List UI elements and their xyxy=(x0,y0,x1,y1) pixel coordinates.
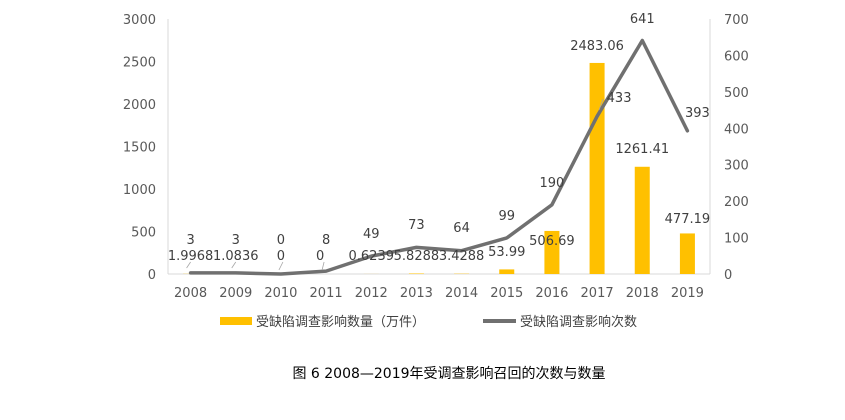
line-data-label: 393 xyxy=(685,106,710,121)
left-tick-label: 3000 xyxy=(123,13,156,28)
bar xyxy=(680,233,695,274)
x-tick-label: 2008 xyxy=(174,286,207,301)
line-data-label: 3 xyxy=(232,233,240,248)
line-data-label: 99 xyxy=(498,209,515,224)
x-tick-label: 2014 xyxy=(445,286,478,301)
left-tick-label: 1000 xyxy=(123,183,156,198)
right-axis: 0 100 200 300 400 500 600 700 xyxy=(724,13,749,283)
right-tick-label: 700 xyxy=(724,13,749,28)
bar-data-label: 3.4288 xyxy=(439,249,485,264)
x-tick-label: 2017 xyxy=(581,286,614,301)
line-data-label: 641 xyxy=(630,12,655,27)
line-data-label: 64 xyxy=(453,221,470,236)
right-tick-label: 500 xyxy=(724,86,749,101)
left-tick-label: 2000 xyxy=(123,98,156,113)
line-data-label: 0 xyxy=(277,233,285,248)
legend: 受缺陷调查影响数量（万件） 受缺陷调查影响次数 xyxy=(220,314,637,330)
bar-data-label: 5.8288 xyxy=(394,249,440,264)
x-tick-label: 2012 xyxy=(355,286,388,301)
left-tick-label: 1500 xyxy=(123,141,156,156)
figure-caption: 图 6 2008—2019年受调查影响召回的次数与数量 xyxy=(292,366,605,382)
left-axis: 0 500 1000 1500 2000 2500 3000 xyxy=(123,13,156,283)
left-tick-label: 500 xyxy=(131,226,156,241)
right-tick-label: 400 xyxy=(724,122,749,137)
bar xyxy=(635,167,650,274)
left-tick-label: 0 xyxy=(148,268,156,283)
right-tick-label: 0 xyxy=(724,268,732,283)
x-tick-label: 2016 xyxy=(535,286,568,301)
x-tick-label: 2018 xyxy=(626,286,659,301)
right-tick-label: 600 xyxy=(724,49,749,64)
x-tick-label: 2015 xyxy=(490,286,523,301)
line-data-label: 3 xyxy=(186,233,194,248)
bar-data-label: 53.99 xyxy=(488,245,525,260)
bar-data-label: 1261.41 xyxy=(615,142,669,157)
bar xyxy=(499,269,514,274)
bar-data-label: 0 xyxy=(277,249,285,264)
left-tick-label: 2500 xyxy=(123,56,156,71)
line-data-label: 8 xyxy=(322,233,330,248)
line-data-label: 190 xyxy=(540,176,565,191)
right-tick-label: 100 xyxy=(724,232,749,247)
line-data-label: 49 xyxy=(363,227,380,242)
bar-data-label: 0 xyxy=(316,249,324,264)
legend-label-line: 受缺陷调查影响次数 xyxy=(520,314,637,330)
x-axis: 2008 2009 2010 2011 2012 2013 2014 2015 2016 2017… xyxy=(174,286,704,301)
x-tick-label: 2011 xyxy=(310,286,343,301)
legend-swatch-bar xyxy=(220,317,252,325)
line-data-label: 73 xyxy=(408,218,425,233)
line-path xyxy=(191,41,688,275)
bar-data-label: 1.9968 xyxy=(168,249,214,264)
x-tick-label: 2013 xyxy=(400,286,433,301)
bar-data-label: 0.6239 xyxy=(349,249,395,264)
x-tick-label: 2010 xyxy=(264,286,297,301)
legend-label-bar: 受缺陷调查影响数量（万件） xyxy=(256,314,425,330)
right-tick-label: 300 xyxy=(724,159,749,174)
bar xyxy=(590,63,605,274)
line-data-label: 433 xyxy=(607,91,632,106)
x-tick-label: 2009 xyxy=(219,286,252,301)
bar-data-label: 2483.06 xyxy=(570,39,624,54)
bar-data-label: 1.0836 xyxy=(213,249,259,264)
line-series xyxy=(191,41,688,275)
bar-data-label: 506.69 xyxy=(529,234,575,249)
right-tick-label: 200 xyxy=(724,195,749,210)
x-tick-label: 2019 xyxy=(671,286,704,301)
bar-data-label: 477.19 xyxy=(665,212,711,227)
